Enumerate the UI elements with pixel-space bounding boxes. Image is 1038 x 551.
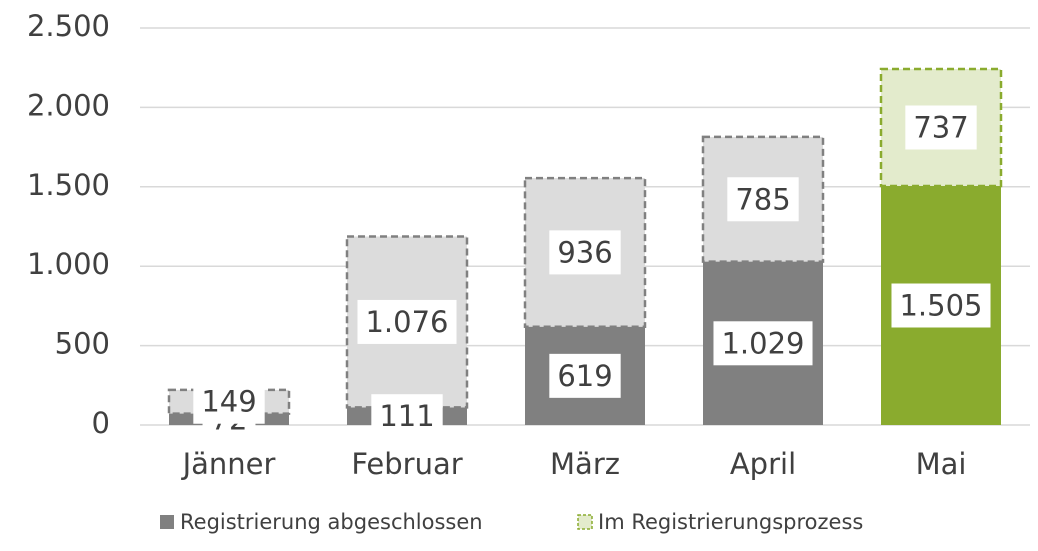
legend-swatch — [160, 515, 174, 529]
value-label: 111 — [379, 399, 434, 433]
value-label: 619 — [557, 359, 612, 393]
value-label-box — [549, 230, 621, 275]
value-label-box — [713, 321, 813, 366]
y-tick-label: 500 — [55, 327, 110, 361]
y-tick-label: 0 — [92, 406, 110, 440]
value-label-box — [357, 299, 457, 344]
legend-label: Im Registrierungsprozess — [598, 510, 863, 534]
x-tick-label: Februar — [351, 447, 462, 481]
x-tick-label: März — [550, 447, 620, 481]
legend-label: Registrierung abgeschlossen — [180, 510, 483, 534]
x-tick-label: Mai — [916, 447, 967, 481]
y-tick-label: 1.500 — [27, 168, 110, 202]
value-label-box — [891, 283, 991, 328]
x-tick-label: April — [730, 447, 796, 481]
value-label: 1.076 — [365, 305, 448, 339]
y-tick-label: 1.000 — [27, 247, 110, 281]
value-label: 737 — [913, 110, 968, 144]
y-tick-label: 2.000 — [27, 88, 110, 122]
x-tick-label: Jänner — [181, 447, 276, 481]
value-label: 785 — [735, 182, 790, 216]
value-label: 1.029 — [721, 326, 804, 360]
legend-swatch — [577, 514, 593, 530]
value-label-box — [549, 353, 621, 398]
value-label-box — [727, 177, 799, 222]
y-tick-label: 2.500 — [27, 9, 110, 43]
value-label: 936 — [557, 235, 612, 269]
value-label: 1.505 — [899, 289, 982, 323]
value-label: 149 — [201, 385, 256, 419]
value-label-box — [193, 379, 265, 424]
value-label-box — [371, 394, 443, 439]
value-label-box — [905, 105, 977, 150]
